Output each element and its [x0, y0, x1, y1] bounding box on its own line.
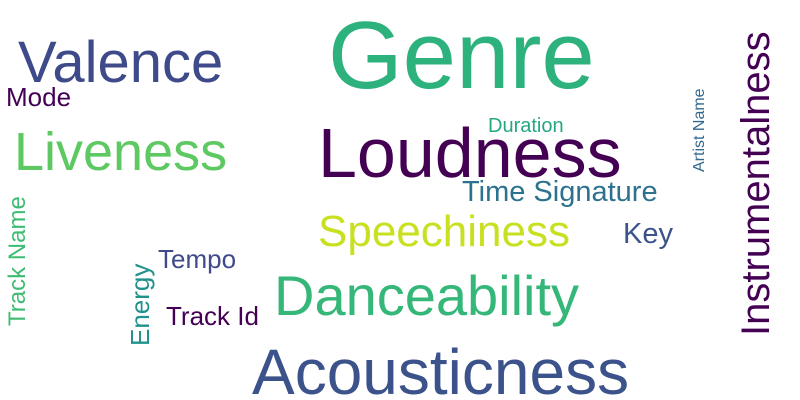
word-key: Key	[623, 218, 673, 250]
word-loudness: Loudness	[318, 114, 622, 192]
word-acousticness: Acousticness	[252, 336, 630, 400]
word-artist-name: Artist Name	[691, 88, 708, 172]
word-energy: Energy	[125, 263, 155, 346]
word-track-id: Track Id	[166, 301, 259, 331]
word-duration: Duration	[488, 115, 564, 137]
word-valence: Valence	[18, 30, 224, 95]
word-time-signature: Time Signature	[462, 176, 658, 208]
word-track-name: Track Name	[4, 196, 31, 326]
word-liveness: Liveness	[14, 122, 228, 182]
word-mode: Mode	[6, 82, 72, 112]
word-instrumentalness: Instrumentalness	[734, 31, 778, 336]
word-genre: Genre	[328, 2, 595, 109]
word-tempo: Tempo	[158, 244, 237, 274]
word-speechiness: Speechiness	[318, 207, 570, 256]
word-danceability: Danceability	[274, 264, 580, 327]
